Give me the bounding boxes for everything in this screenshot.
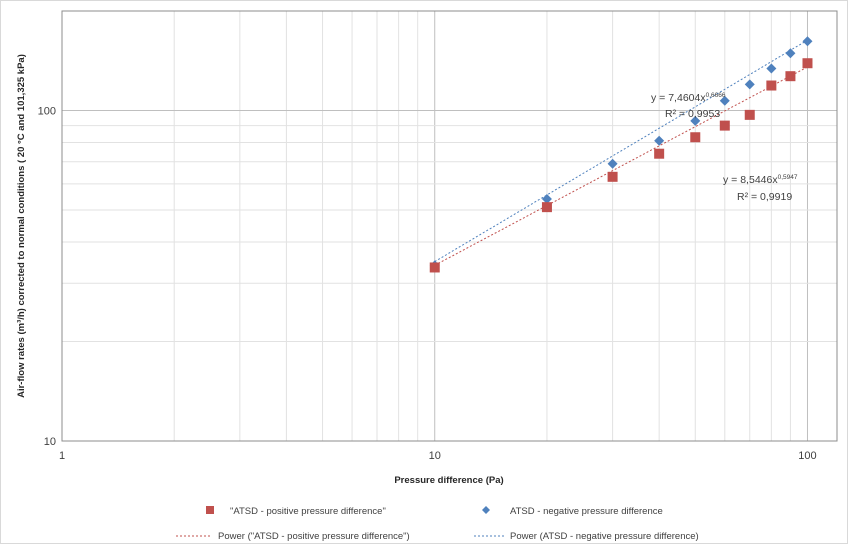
point-negative <box>607 158 618 169</box>
point-negative <box>802 36 813 47</box>
point-negative <box>744 79 755 90</box>
point-negative <box>766 63 777 74</box>
point-negative <box>719 95 730 106</box>
grid <box>61 10 837 442</box>
point-negative <box>654 135 665 146</box>
x-axis-title: Pressure difference (Pa) <box>394 475 503 486</box>
legend-label-positive: "ATSD - positive pressure difference" <box>230 506 386 517</box>
legend-marker-positive <box>206 506 214 514</box>
data-points <box>429 36 813 273</box>
point-positive <box>429 262 440 273</box>
plot-area-border <box>61 10 838 442</box>
legend-marker-negative <box>482 506 490 514</box>
point-positive <box>744 109 755 120</box>
legend-label-power-negative: Power (ATSD - negative pressure differen… <box>510 531 699 542</box>
x-tick-label: 10 <box>429 450 441 462</box>
r2-negative: R² = 0,9953 <box>665 108 720 120</box>
y-axis-title: Air-flow rates (m³/h) corrected to norma… <box>16 54 27 398</box>
trendline-positive <box>434 66 808 266</box>
r2-positive: R² = 0,9919 <box>737 191 792 203</box>
x-tick-label: 1 <box>59 450 65 462</box>
point-negative <box>690 115 701 126</box>
point-negative <box>541 193 552 204</box>
x-tick-label: 100 <box>798 450 816 462</box>
equation-negative: y = 7,4604x0,6666 <box>651 92 726 104</box>
point-positive <box>766 80 777 91</box>
y-tick-label: 100 <box>38 105 56 117</box>
point-positive <box>785 71 796 82</box>
point-positive <box>690 132 701 143</box>
point-positive <box>802 58 813 69</box>
trendlines <box>434 39 808 266</box>
y-tick-label: 10 <box>44 436 56 448</box>
legend-label-power-positive: Power ("ATSD - positive pressure differe… <box>218 531 410 542</box>
point-positive <box>654 148 665 159</box>
point-positive <box>607 171 618 182</box>
point-negative <box>785 48 796 59</box>
point-positive <box>719 120 730 131</box>
equation-positive: y = 8,5446x0,5947 <box>723 174 798 186</box>
trendline-negative <box>434 39 808 263</box>
legend-label-negative: ATSD - negative pressure difference <box>510 506 663 517</box>
point-positive <box>541 202 552 213</box>
legend: "ATSD - positive pressure difference" AT… <box>176 506 699 542</box>
